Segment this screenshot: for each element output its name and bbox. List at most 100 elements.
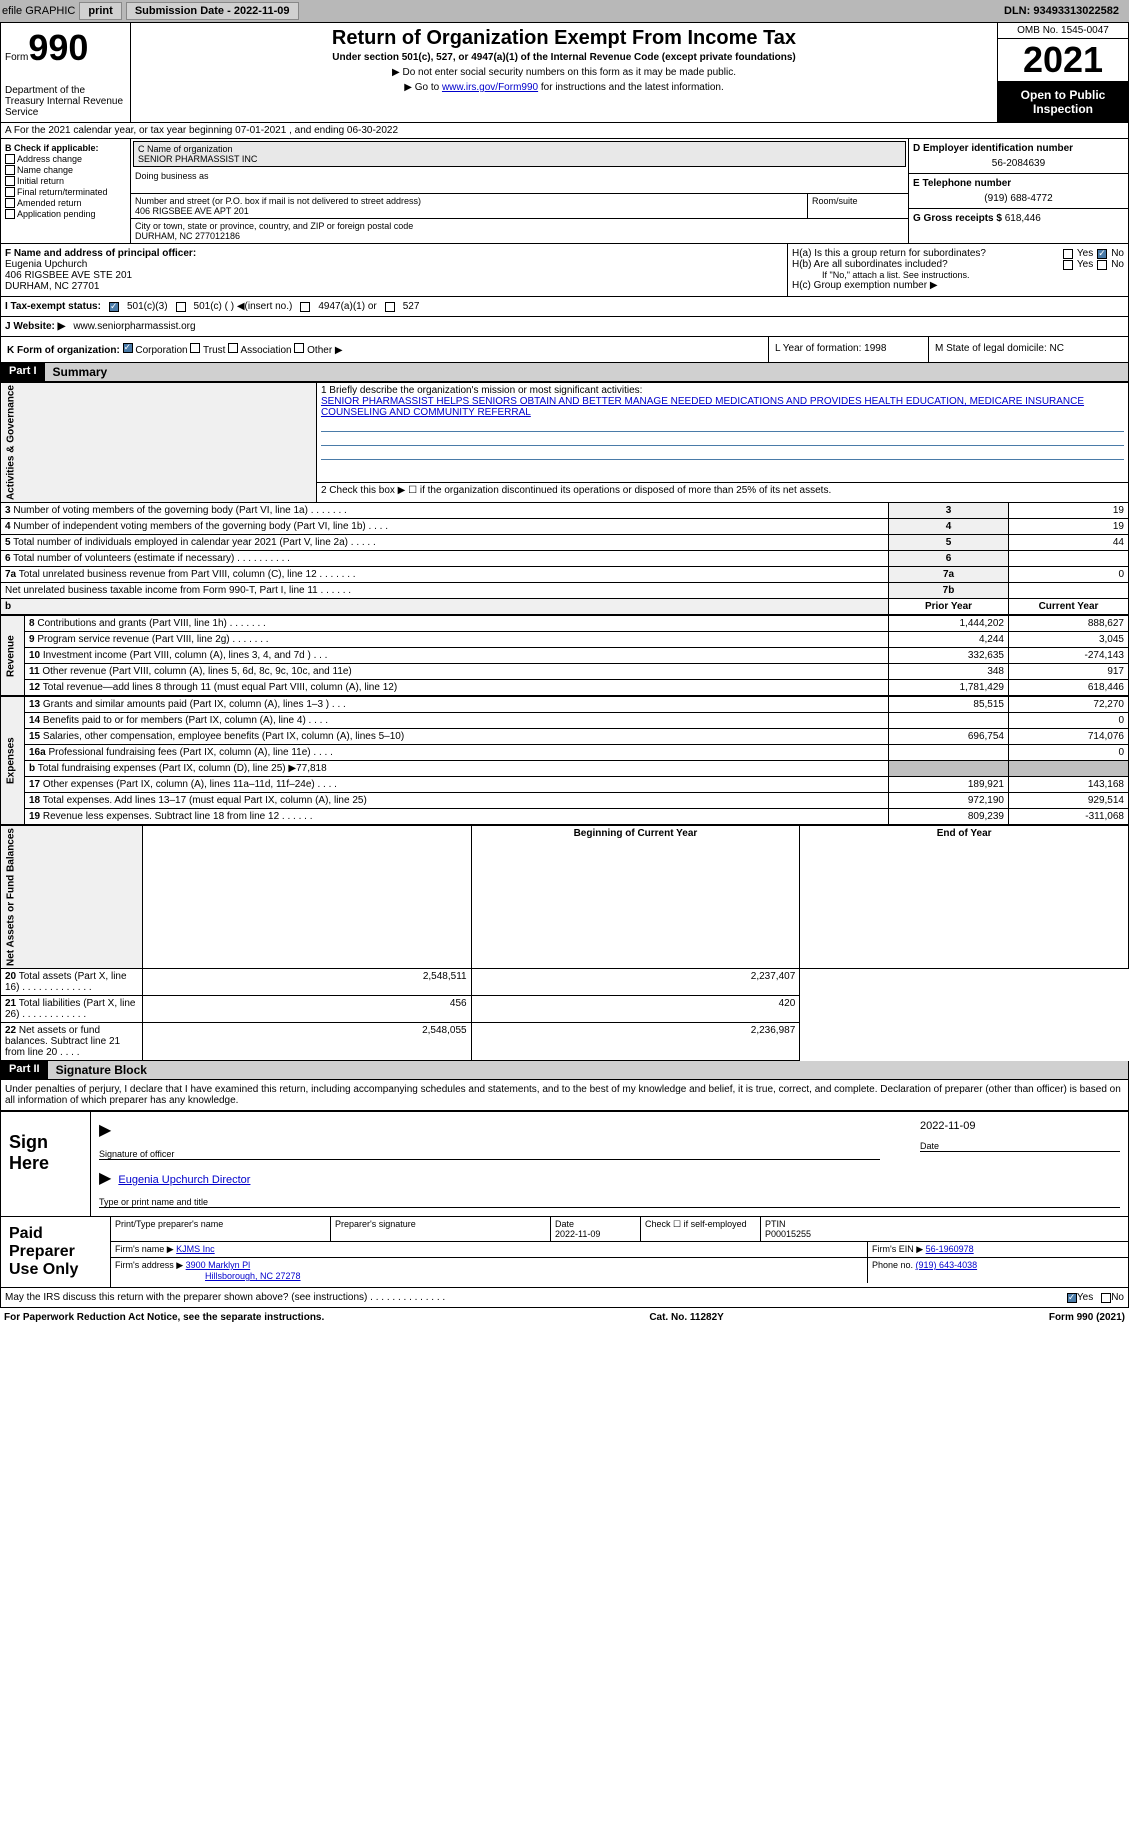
net-blank [142,826,471,969]
colb-item-5: Application pending [17,209,96,219]
printed-name: Eugenia Upchurch Director [118,1174,250,1186]
gov-val-5 [1009,583,1129,599]
efile-label: efile GRAPHIC [2,5,75,17]
hb-yes-cb[interactable] [1063,260,1073,270]
4947-cb[interactable] [300,302,310,312]
officer-row: F Name and address of principal officer:… [0,244,1129,297]
ha-no-cb[interactable] [1097,249,1107,259]
mission-label: 1 Briefly describe the organization's mi… [321,385,1124,396]
date-label: Date [920,1141,939,1151]
prep-block: Paid Preparer Use Only Print/Type prepar… [0,1217,1129,1288]
print-button[interactable]: print [79,2,121,20]
gov-desc-3: 6 Total number of volunteers (estimate i… [1,551,889,567]
discuss-text: May the IRS discuss this return with the… [5,1292,1067,1303]
exp-c-6: 929,514 [1009,793,1129,809]
mission-text: SENIOR PHARMASSIST HELPS SENIORS OBTAIN … [321,396,1124,418]
irs-link[interactable]: www.irs.gov/Form990 [442,82,538,93]
prior-hdr: Prior Year [889,599,1009,615]
gov-val-0: 19 [1009,503,1129,519]
tax-row: I Tax-exempt status: 501(c)(3) 501(c) ( … [0,297,1129,317]
vert-gov: Activities & Governance [1,383,317,503]
firm-name-cell: Firm's name ▶ KJMS Inc [111,1242,868,1257]
exp-desc-2: 15 Salaries, other compensation, employe… [25,729,889,745]
col-b: B Check if applicable: Address changeNam… [1,139,131,243]
colb-cb-0[interactable] [5,154,15,164]
colb-item-0: Address change [17,154,82,164]
exp-desc-0: 13 Grants and similar amounts paid (Part… [25,697,889,713]
k-left: K Form of organization: Corporation Trus… [1,337,768,362]
room-box: Room/suite [808,194,908,219]
colb-cb-5[interactable] [5,209,15,219]
exp-desc-5: 17 Other expenses (Part IX, column (A), … [25,777,889,793]
firm-ein-label: Firm's EIN ▶ [872,1244,926,1254]
k-opt-1: Trust [203,345,225,356]
prep-date-label: Date [555,1219,574,1229]
exp-c-5: 143,168 [1009,777,1129,793]
gov-desc-0: 3 Number of voting members of the govern… [1,503,889,519]
rev-p-2: 332,635 [889,648,1009,664]
officer-right: H(a) Is this a group return for subordin… [788,244,1128,296]
527-cb[interactable] [385,302,395,312]
ptin: P00015255 [765,1229,811,1239]
gov-val-2: 44 [1009,535,1129,551]
colb-cb-4[interactable] [5,198,15,208]
gross-label: G Gross receipts $ [913,213,1005,224]
k-cb-1[interactable] [190,343,200,353]
exp-p-3 [889,745,1009,761]
col-cd: C Name of organization SENIOR PHARMASSIS… [131,139,1128,243]
firm-addr2: Hillsborough, NC 27278 [205,1271,301,1281]
prep-label: Paid Preparer Use Only [1,1217,111,1287]
yes1: Yes [1077,248,1093,259]
colb-cb-1[interactable] [5,165,15,175]
discuss-no: No [1111,1292,1124,1303]
rev-p-1: 4,244 [889,632,1009,648]
k-cb-0[interactable] [123,343,133,353]
col-b-label: B Check if applicable: [5,143,126,153]
discuss-yes-cb[interactable] [1067,1293,1077,1303]
exp-desc-4: b Total fundraising expenses (Part IX, c… [25,761,889,777]
header-bar: efile GRAPHIC print Submission Date - 20… [0,0,1129,22]
exp-c-2: 714,076 [1009,729,1129,745]
part1-title: Summary [45,363,1128,381]
hb-no-cb[interactable] [1097,260,1107,270]
revenue-table: Revenue8 Contributions and grants (Part … [0,615,1129,696]
boy-hdr: Beginning of Current Year [471,826,800,969]
firm-phone-cell: Phone no. (919) 643-4038 [868,1258,1128,1283]
arrow2-icon: ▶ [99,1170,111,1187]
gov-box-5: 7b [889,583,1009,599]
ha-yes-cb[interactable] [1063,249,1073,259]
net-desc-2: 22 Net assets or fund balances. Subtract… [1,1023,143,1061]
dba-label: Doing business as [135,171,904,181]
paperwork: For Paperwork Reduction Act Notice, see … [4,1312,324,1323]
no1: No [1111,248,1124,259]
gov-desc-4: 7a Total unrelated business revenue from… [1,567,889,583]
opt4: 527 [403,301,420,312]
colb-cb-2[interactable] [5,176,15,186]
501c3-cb[interactable] [109,302,119,312]
k-cb-3[interactable] [294,343,304,353]
firm-name-label: Firm's name ▶ [115,1244,176,1254]
gov-desc-1: 4 Number of independent voting members o… [1,519,889,535]
website-row: J Website: ▶ www.seniorpharmassist.org [0,317,1129,337]
eoy-hdr: End of Year [800,826,1129,969]
colb-item-1: Name change [17,165,73,175]
opt3: 4947(a)(1) or [318,301,376,312]
k-cb-2[interactable] [228,343,238,353]
rev-desc-3: 11 Other revenue (Part VIII, column (A),… [25,664,889,680]
prep-row2: Firm's name ▶ KJMS Inc Firm's EIN ▶ 56-1… [111,1242,1128,1258]
gov-desc-5: Net unrelated business taxable income fr… [1,583,889,599]
exp-p-2: 696,754 [889,729,1009,745]
submission-button[interactable]: Submission Date - 2022-11-09 [126,2,299,20]
prep-phone: (919) 643-4038 [916,1260,978,1270]
gov-box-0: 3 [889,503,1009,519]
k-label: K Form of organization: [7,345,120,356]
colb-cb-3[interactable] [5,187,15,197]
discuss-no-cb[interactable] [1101,1293,1111,1303]
colb-item-4: Amended return [17,198,82,208]
curr-hdr: Current Year [1009,599,1129,615]
net-hdr-table: Net Assets or Fund Balances Beginning of… [0,825,1129,1061]
501c-cb[interactable] [176,302,186,312]
city: DURHAM, NC 277012186 [135,231,904,241]
main-block: B Check if applicable: Address changeNam… [0,139,1129,244]
discuss-yes: Yes [1077,1292,1093,1303]
